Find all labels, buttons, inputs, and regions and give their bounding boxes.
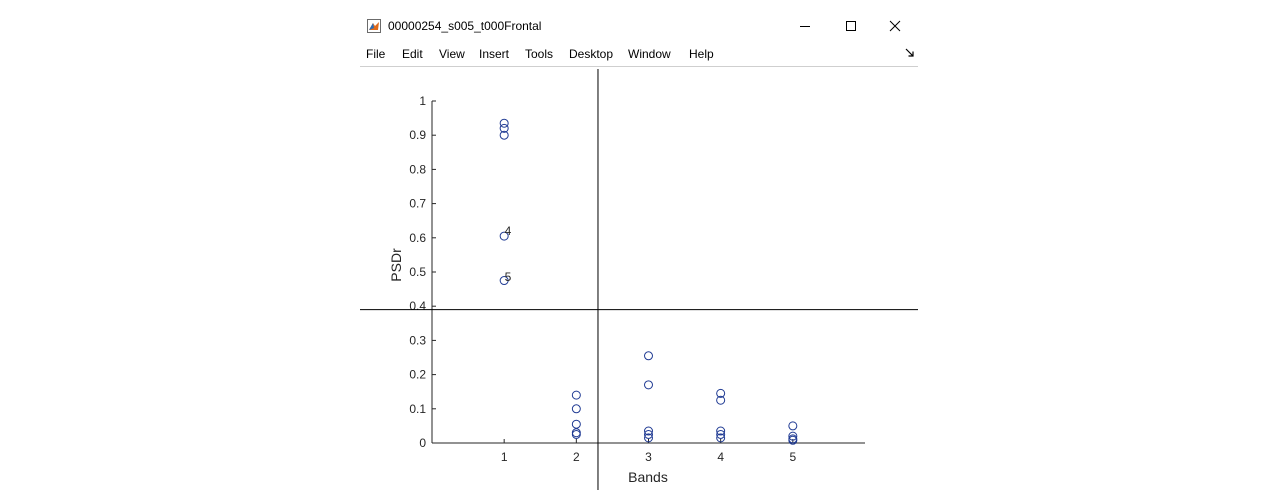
data-point xyxy=(644,426,653,436)
axes xyxy=(431,101,865,444)
y-tick-label: 0.3 xyxy=(409,333,426,347)
y-tick-label: 0.9 xyxy=(409,128,426,142)
x-tick-label: 3 xyxy=(645,450,652,464)
data-point xyxy=(499,276,509,286)
data-point xyxy=(571,419,581,429)
crosshair-cursor xyxy=(360,69,918,490)
data-point xyxy=(716,395,726,405)
y-tick-label: 0.7 xyxy=(409,197,426,211)
y-tick-label: 0.1 xyxy=(409,402,426,416)
x-tick-label: 2 xyxy=(573,450,580,464)
y-tick-label: 0.6 xyxy=(409,231,426,245)
menu-window[interactable]: Window xyxy=(628,47,671,61)
data-point xyxy=(716,433,726,443)
y-tick-label: 0 xyxy=(419,436,426,450)
data-point xyxy=(788,435,798,445)
window-title: 00000254_s005_t000Frontal xyxy=(388,19,542,33)
minimize-icon xyxy=(800,26,810,27)
plot-area[interactable]: 00.10.20.30.40.50.60.70.80.911 2 3 4 5 45 Ba… xyxy=(360,66,918,490)
axis-ticks: 00.10.20.30.40.50.60.70.80.911 2 3 4 5 xyxy=(409,94,796,464)
annotation-label: 4 xyxy=(505,224,512,238)
y-tick-label: 1 xyxy=(419,94,426,108)
y-tick-label: 0.8 xyxy=(409,162,426,176)
maximize-icon xyxy=(846,21,856,31)
data-point xyxy=(644,433,653,443)
y-tick-label: 0.4 xyxy=(409,299,426,313)
menu-bar: File Edit View Insert Tools Desktop Wind… xyxy=(360,44,918,67)
data-point xyxy=(788,421,798,431)
menu-desktop[interactable]: Desktop xyxy=(569,47,614,61)
close-icon xyxy=(889,20,901,32)
dock-arrow-icon[interactable] xyxy=(905,48,915,58)
y-axis-label: PSDr xyxy=(388,248,404,282)
x-axis-label: Bands xyxy=(628,469,668,485)
point-annotations: 45 xyxy=(505,224,512,284)
menu-insert[interactable]: Insert xyxy=(479,47,510,61)
close-button[interactable] xyxy=(872,10,918,42)
x-tick-label: 5 xyxy=(789,450,796,464)
minimize-button[interactable] xyxy=(782,10,828,42)
matlab-app-icon xyxy=(367,19,381,33)
data-markers xyxy=(499,118,798,445)
menu-help[interactable]: Help xyxy=(689,47,714,61)
figure-window: 00000254_s005_t000Frontal File Edit View… xyxy=(360,10,918,490)
annotation-label: 5 xyxy=(505,270,512,284)
data-point xyxy=(716,429,726,439)
data-point xyxy=(571,428,581,438)
data-point xyxy=(571,429,581,439)
data-point xyxy=(716,388,726,398)
y-tick-label: 0.2 xyxy=(409,368,426,382)
data-point xyxy=(499,130,509,140)
data-point xyxy=(644,380,653,390)
menu-file[interactable]: File xyxy=(366,47,386,61)
data-point xyxy=(716,426,726,436)
data-point xyxy=(644,429,653,439)
menu-edit[interactable]: Edit xyxy=(402,47,423,61)
menu-view[interactable]: View xyxy=(439,47,465,61)
title-bar[interactable]: 00000254_s005_t000Frontal xyxy=(360,10,918,42)
maximize-button[interactable] xyxy=(828,10,874,42)
data-point xyxy=(499,123,509,133)
x-tick-label: 4 xyxy=(717,450,724,464)
data-point xyxy=(644,351,653,361)
data-point xyxy=(788,431,798,441)
data-point xyxy=(571,390,581,400)
data-point xyxy=(499,118,509,128)
x-tick-label: 1 xyxy=(501,450,508,464)
data-point xyxy=(499,231,509,241)
y-tick-label: 0.5 xyxy=(409,265,426,279)
data-point xyxy=(571,404,581,414)
menu-tools[interactable]: Tools xyxy=(525,47,554,61)
